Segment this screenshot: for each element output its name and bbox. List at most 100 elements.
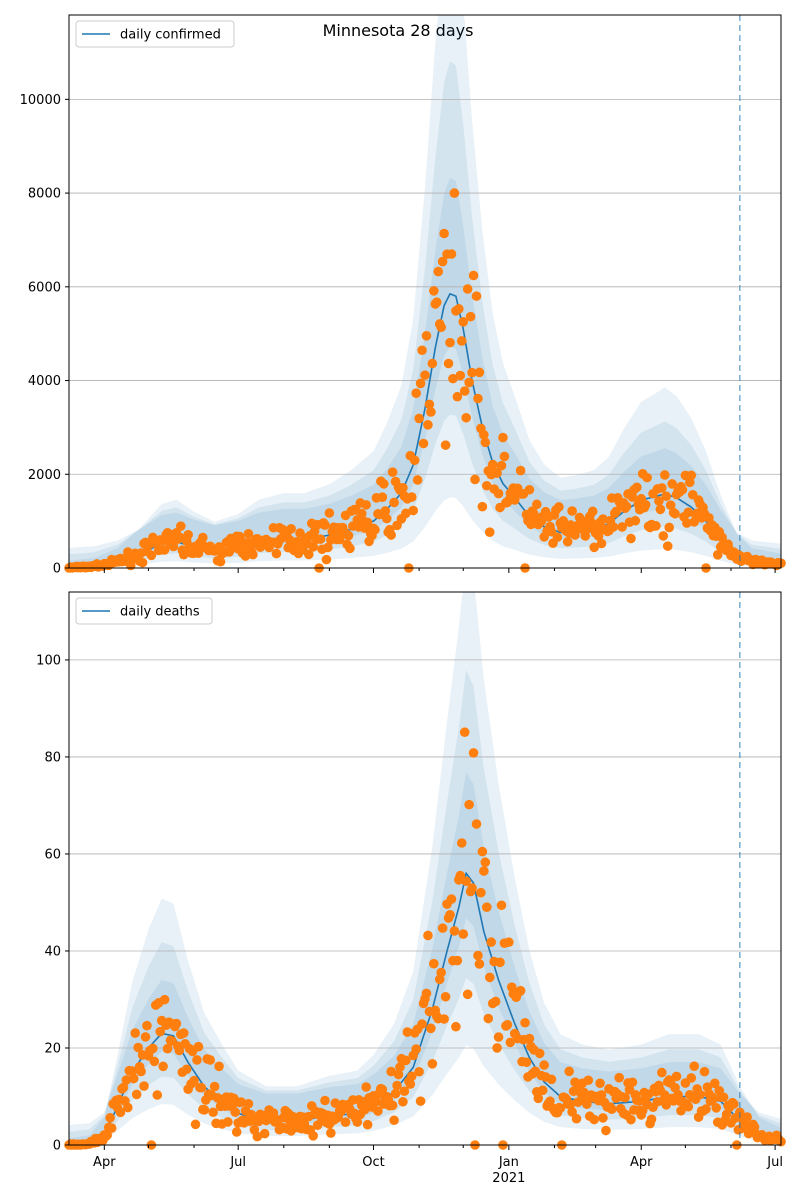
observed-point — [521, 1057, 532, 1068]
observed-point — [137, 557, 148, 568]
observed-point — [215, 556, 226, 567]
observed-point — [504, 937, 514, 948]
observed-point — [459, 386, 470, 396]
observed-point — [105, 1113, 115, 1123]
observed-point — [565, 1099, 576, 1110]
observed-point — [484, 527, 495, 537]
observed-point — [473, 393, 483, 404]
observed-point — [520, 1017, 530, 1028]
observed-point — [323, 542, 333, 553]
uncertainty-band — [69, 15, 781, 568]
observed-point — [158, 1061, 168, 1072]
observed-point — [493, 1032, 504, 1042]
y-tick-label: 8000 — [28, 187, 61, 202]
observed-point — [443, 358, 454, 369]
legend-label-confirmed: daily confirmed — [120, 28, 221, 43]
observed-point — [596, 1090, 607, 1100]
observed-point — [352, 1117, 363, 1127]
observed-point — [439, 228, 449, 239]
observed-point — [426, 1023, 436, 1034]
observed-point — [567, 1107, 577, 1117]
observed-point — [445, 910, 455, 920]
observed-point — [148, 1043, 158, 1054]
observed-point — [481, 480, 492, 491]
observed-point — [102, 1130, 113, 1140]
observed-point — [395, 1062, 405, 1072]
observed-point — [582, 1099, 592, 1109]
observed-point — [708, 1094, 719, 1104]
observed-point — [459, 727, 470, 738]
observed-point — [496, 900, 507, 911]
observed-point — [490, 996, 501, 1007]
observed-point — [464, 377, 474, 388]
observed-point — [411, 1044, 421, 1054]
x-tick-label: Apr — [93, 1155, 116, 1170]
observed-point — [174, 1045, 185, 1056]
observed-point — [458, 929, 469, 939]
observed-point — [223, 1117, 233, 1127]
y-tick-label: 0 — [53, 562, 61, 577]
y-tick-label: 0 — [53, 1139, 61, 1154]
observed-point — [271, 548, 282, 559]
observed-point — [386, 1066, 396, 1077]
observed-point — [420, 370, 430, 380]
observed-point — [398, 1096, 408, 1107]
observed-point — [596, 538, 607, 549]
observed-point — [183, 529, 193, 540]
y-tick-label: 6000 — [28, 280, 61, 295]
observed-point — [564, 1066, 574, 1077]
observed-point — [402, 1027, 413, 1037]
observed-point — [424, 399, 435, 410]
observed-point — [461, 412, 471, 423]
observed-point — [659, 470, 670, 480]
observed-point — [406, 492, 417, 502]
observed-point — [315, 534, 326, 544]
observed-point — [361, 500, 371, 510]
observed-point — [320, 1095, 330, 1106]
observed-point — [445, 337, 455, 348]
observed-point — [381, 513, 392, 524]
observed-point — [146, 550, 157, 561]
observed-point — [562, 536, 573, 547]
observed-point — [461, 876, 471, 887]
observed-point — [398, 483, 408, 493]
observed-point — [448, 373, 458, 384]
observed-point — [598, 514, 608, 524]
observed-point — [495, 957, 505, 968]
legend-box — [75, 20, 235, 48]
observed-point — [627, 492, 638, 502]
observed-point — [452, 955, 463, 966]
x-tick-label: Jul — [229, 1155, 246, 1170]
observed-point — [464, 799, 474, 810]
observed-point — [473, 950, 483, 961]
observed-point — [683, 1101, 694, 1112]
observed-point — [159, 994, 170, 1005]
observed-point — [465, 311, 476, 322]
observed-point — [418, 438, 429, 449]
observed-point — [178, 549, 189, 560]
observed-point — [607, 1104, 617, 1114]
observed-point — [421, 331, 432, 341]
x-tick-label: Jul — [766, 1155, 783, 1170]
observed-point — [515, 465, 526, 476]
observed-point — [130, 1028, 140, 1038]
axes-frame — [68, 14, 782, 569]
observed-point — [712, 550, 723, 560]
observed-point — [106, 1123, 117, 1133]
observed-point — [155, 1026, 166, 1037]
observed-point — [171, 1018, 182, 1029]
observed-point — [343, 530, 354, 541]
observed-point — [474, 959, 485, 969]
observed-point — [127, 1066, 138, 1076]
observed-point — [589, 542, 599, 553]
observed-point — [321, 554, 332, 565]
observed-point — [505, 1037, 516, 1048]
x-year-label: 2021 — [492, 1171, 525, 1186]
observed-point — [546, 1074, 557, 1085]
observed-point — [121, 1075, 132, 1085]
observed-point — [199, 1104, 210, 1115]
observed-point — [502, 1019, 513, 1030]
observed-point — [370, 524, 380, 535]
observed-point — [654, 496, 664, 506]
observed-point — [389, 497, 399, 508]
